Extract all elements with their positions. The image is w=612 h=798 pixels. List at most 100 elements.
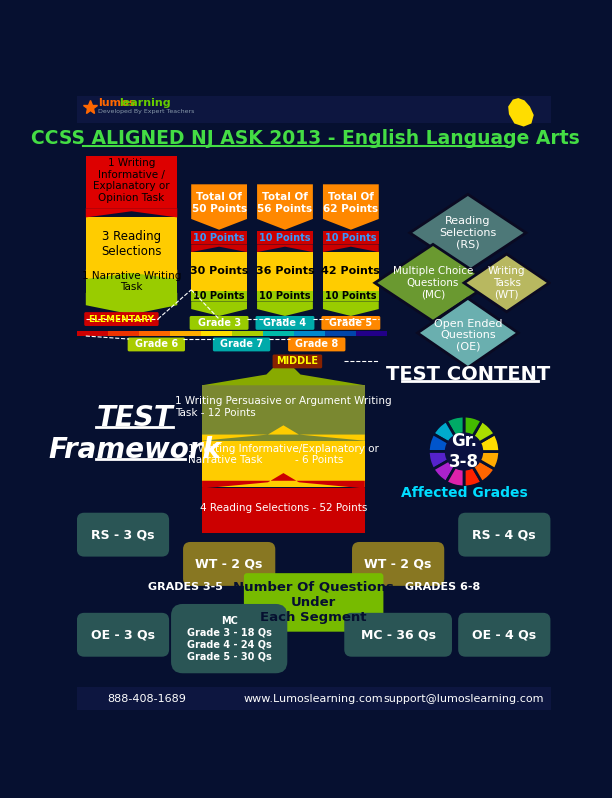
Polygon shape [257,184,313,230]
Polygon shape [191,184,247,230]
Text: Reading
Selections
(RS): Reading Selections (RS) [439,216,496,250]
Text: Grade 3: Grade 3 [198,318,241,328]
Polygon shape [202,358,365,385]
Bar [202,488,365,533]
FancyBboxPatch shape [171,604,287,674]
Bar [191,290,247,302]
Text: Multiple Choice
Questions
(MC): Multiple Choice Questions (MC) [393,267,473,299]
Text: 10 Points: 10 Points [325,233,376,243]
Wedge shape [428,434,464,452]
Bar [86,270,177,293]
Bar [201,330,233,336]
Bar [202,440,365,487]
Wedge shape [446,452,464,487]
Text: Total Of
56 Points: Total Of 56 Points [258,192,313,214]
Bar [323,231,379,244]
Bar [323,290,379,302]
Text: Number Of Questions
Under
Each Segment: Number Of Questions Under Each Segment [233,581,394,624]
Wedge shape [464,434,499,452]
Text: 1 Narrative Writing
Task: 1 Narrative Writing Task [82,271,181,292]
FancyBboxPatch shape [458,613,550,657]
Wedge shape [464,452,482,487]
Text: MC
Grade 3 - 18 Qs
Grade 4 - 24 Qs
Grade 5 - 30 Qs: MC Grade 3 - 18 Qs Grade 4 - 24 Qs Grade… [187,616,272,661]
Bar [86,217,177,270]
FancyBboxPatch shape [128,338,185,351]
Text: TEST: TEST [96,404,173,432]
Bar [191,231,247,244]
Text: 10 Points: 10 Points [259,233,311,243]
Wedge shape [464,452,499,469]
Text: Gr.
3-8: Gr. 3-8 [449,432,479,471]
Bar [170,330,201,336]
Text: learning: learning [119,98,171,109]
Wedge shape [464,452,495,482]
FancyBboxPatch shape [352,542,444,586]
Wedge shape [433,421,464,452]
Text: OE - 4 Qs: OE - 4 Qs [472,628,536,642]
Text: 10 Points: 10 Points [259,291,311,301]
Text: Total Of
50 Points: Total Of 50 Points [192,192,247,214]
Text: TEST CONTENT: TEST CONTENT [386,365,550,384]
Polygon shape [410,195,526,271]
FancyBboxPatch shape [345,613,452,657]
Text: 36 Points: 36 Points [256,267,315,276]
Polygon shape [323,244,379,252]
Text: Total Of
62 Points: Total Of 62 Points [323,192,378,214]
Polygon shape [417,298,518,368]
Wedge shape [446,416,464,452]
FancyBboxPatch shape [183,542,275,586]
FancyBboxPatch shape [272,354,322,369]
Text: 1 Writing Informative/Explanatory or
Narrative Task          - 6 Points: 1 Writing Informative/Explanatory or Nar… [188,444,379,465]
Text: 1 Writing Persuasive or Argument Writing
Task - 12 Points: 1 Writing Persuasive or Argument Writing… [175,396,392,417]
Polygon shape [464,254,549,312]
FancyBboxPatch shape [244,573,383,632]
Bar [202,385,365,440]
Text: 42 Points: 42 Points [321,267,380,276]
Polygon shape [86,208,177,217]
FancyBboxPatch shape [213,338,271,351]
Polygon shape [202,473,365,488]
Polygon shape [202,425,365,440]
Polygon shape [191,244,247,252]
FancyBboxPatch shape [458,513,550,557]
Text: RS - 3 Qs: RS - 3 Qs [91,528,155,541]
Polygon shape [191,302,247,316]
Text: Grade 6: Grade 6 [135,339,178,350]
Text: MIDDLE: MIDDLE [277,357,318,366]
FancyBboxPatch shape [84,312,159,326]
Bar [323,252,379,290]
Text: WT - 2 Qs: WT - 2 Qs [364,558,432,571]
Text: Developed By Expert Teachers: Developed By Expert Teachers [98,109,195,114]
Bar [324,330,356,336]
Text: 10 Points: 10 Points [193,233,245,243]
Polygon shape [86,293,177,314]
Text: Open Ended
Questions
(OE): Open Ended Questions (OE) [434,318,502,352]
Text: 1 Writing
Informative /
Explanatory or
Opinion Task: 1 Writing Informative / Explanatory or O… [93,158,170,203]
Polygon shape [257,244,313,252]
Polygon shape [323,302,379,316]
FancyBboxPatch shape [256,316,315,330]
Text: 888-408-1689: 888-408-1689 [107,693,185,704]
Text: Writing
Tasks
(WT): Writing Tasks (WT) [488,267,525,299]
Text: support@lumoslearning.com: support@lumoslearning.com [384,693,544,704]
Bar [76,330,108,336]
Text: Grade 5: Grade 5 [329,318,373,328]
Text: ELEMENTARY: ELEMENTARY [89,314,154,323]
Text: Grade 8: Grade 8 [295,339,338,350]
Bar [356,330,387,336]
Text: CCSS ALIGNED NJ ASK 2013 - English Language Arts: CCSS ALIGNED NJ ASK 2013 - English Langu… [31,129,580,148]
Bar [138,330,170,336]
FancyBboxPatch shape [77,613,169,657]
Wedge shape [464,416,482,452]
Text: OE - 3 Qs: OE - 3 Qs [91,628,155,642]
Bar [257,252,313,290]
Bar [231,330,263,336]
Text: Grade 4: Grade 4 [263,318,307,328]
Text: www.Lumoslearning.com: www.Lumoslearning.com [244,693,384,704]
Text: 30 Points: 30 Points [190,267,248,276]
Text: 4 Reading Selections - 52 Points: 4 Reading Selections - 52 Points [200,504,367,513]
Text: 10 Points: 10 Points [193,291,245,301]
Circle shape [446,433,482,470]
Text: RS - 4 Qs: RS - 4 Qs [472,528,536,541]
Polygon shape [257,302,313,316]
